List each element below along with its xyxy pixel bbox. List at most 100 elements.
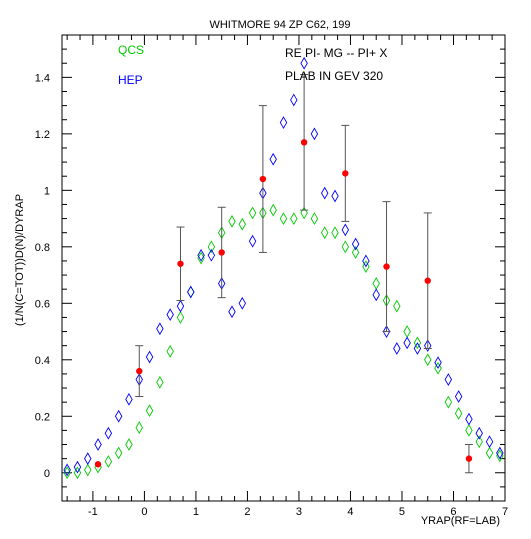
hep-point: [475, 426, 483, 440]
x-tick-label: 4: [347, 506, 353, 518]
y-tick-label: 1: [44, 185, 50, 197]
hep-point: [331, 189, 339, 203]
data-point: [424, 277, 431, 284]
qcs-point: [207, 240, 216, 254]
hep-point: [300, 56, 308, 70]
hep-point: [413, 342, 422, 355]
qcs-point: [104, 455, 113, 468]
hep-point: [351, 237, 360, 251]
qcs-point: [424, 353, 432, 367]
hep-point: [248, 234, 257, 248]
hep-point: [424, 339, 432, 353]
hep-point: [496, 446, 504, 460]
hep-point: [104, 426, 113, 440]
qcs-point: [372, 277, 380, 290]
hep-point: [320, 186, 329, 200]
y-tick-label: 1.4: [35, 72, 50, 84]
qcs-point: [135, 421, 143, 434]
legend-qcs-label: QCS: [118, 43, 144, 57]
qcs-point: [269, 203, 277, 217]
hep-point: [73, 460, 82, 474]
qcs-point: [187, 285, 195, 299]
axes: -1 0 1 2 3 4 5 6 7 0 0.2 0.4 0.6 0.8 1 1.2 1.4: [35, 35, 508, 518]
hep-point: [114, 409, 123, 423]
qcs-point: [351, 246, 360, 259]
qcs-point: [290, 212, 298, 225]
hep-point: [290, 93, 298, 107]
qcs-point: [413, 336, 422, 350]
y-tick-label: 0: [44, 468, 50, 480]
data-point: [218, 249, 225, 256]
qcs-point: [444, 395, 453, 409]
hep-point: [362, 254, 370, 268]
hep-point: [465, 412, 473, 426]
x-axis-label: YRAP(RF=LAB): [421, 515, 500, 527]
x-tick-label: 6: [450, 506, 456, 518]
hep-point: [63, 463, 71, 477]
qcs-point: [310, 212, 319, 225]
hep-point: [84, 452, 92, 466]
hep-point: [207, 248, 216, 262]
hep-point: [166, 308, 174, 321]
qcs-point: [156, 375, 164, 389]
marks: [63, 56, 504, 480]
hep-point: [94, 438, 102, 451]
hep-point: [341, 223, 350, 237]
qcs-point: [238, 217, 247, 231]
y-tick-label: 1.2: [35, 129, 50, 141]
qcs-point: [331, 226, 339, 240]
qcs-point: [393, 299, 401, 313]
y-tick-label: 0.2: [35, 411, 50, 423]
data-point: [94, 461, 102, 468]
y-tick-label: 0.4: [35, 355, 50, 367]
hep-point: [269, 152, 277, 166]
hep-point: [454, 390, 463, 403]
qcs-point: [320, 226, 329, 240]
qcs-point: [341, 240, 350, 254]
data-point: [300, 139, 308, 146]
legend-hep-label: HEP: [118, 73, 143, 87]
annotation-plab: PLAB IN GEV 320: [285, 69, 383, 83]
data-point: [383, 263, 390, 270]
hep-point: [228, 305, 236, 319]
qcs-point: [434, 361, 442, 375]
plot-frame: [61, 34, 506, 502]
qcs-point: [362, 260, 370, 273]
x-tick-label: 3: [296, 506, 302, 518]
qcs-point: [84, 463, 92, 477]
qcs-point: [475, 435, 483, 449]
qcs-point: [125, 438, 133, 451]
hep-point: [176, 299, 185, 313]
hep-point: [444, 373, 453, 386]
qcs-point: [176, 311, 185, 324]
hep-point: [187, 285, 195, 299]
data-point: [177, 260, 184, 267]
x-tick-label: 2: [244, 506, 250, 518]
hep-point: [197, 248, 205, 262]
hep-point: [393, 342, 401, 355]
hep-point: [238, 296, 247, 310]
annotation-process: RE PI- MG -- PI+ X: [285, 46, 387, 60]
chart-title: WHITMORE 94 ZP C62, 199: [209, 19, 350, 31]
qcs-point: [145, 404, 154, 418]
qcs-point: [166, 344, 174, 358]
x-tick-label: -1: [88, 506, 98, 518]
qcs-point: [73, 466, 82, 480]
hep-point: [485, 435, 494, 449]
hep-point: [382, 325, 391, 338]
data-point: [259, 175, 267, 183]
hep-point: [145, 350, 154, 364]
qcs-point: [465, 423, 473, 437]
x-tick-label: 0: [141, 506, 147, 518]
qcs-point: [403, 325, 411, 338]
x-tick-label: 1: [193, 506, 199, 518]
hep-point: [279, 116, 288, 129]
qcs-point: [279, 212, 288, 225]
qcs-point: [248, 206, 257, 220]
hep-point: [125, 392, 133, 406]
x-tick-label: 5: [399, 506, 405, 518]
hep-point: [372, 288, 380, 302]
y-tick-label: 0.6: [35, 298, 50, 310]
data-point: [465, 455, 473, 462]
